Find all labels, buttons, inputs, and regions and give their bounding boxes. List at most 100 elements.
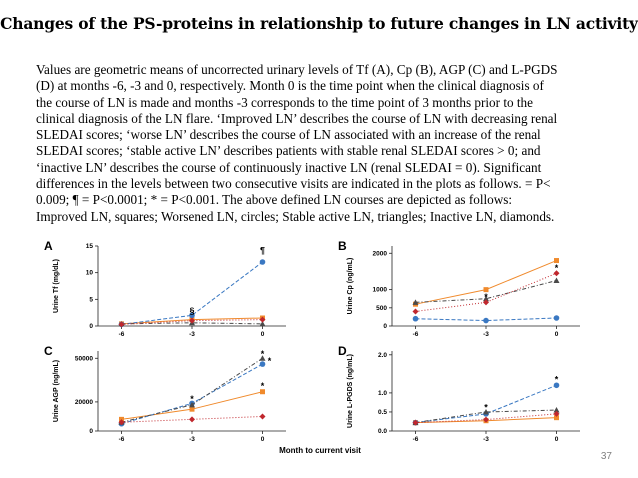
data-point-circle: [259, 361, 266, 367]
y-axis-label: Urine Cp (ng/mL): [347, 258, 354, 315]
y-tick-label: 0.0: [378, 428, 387, 435]
x-tick-label: 0: [261, 436, 265, 443]
data-point-triangle: [553, 277, 560, 284]
caption-line: SLEDAI scores; ‘worse LN’ describes the …: [36, 127, 541, 143]
significance-marker: §: [189, 306, 194, 316]
panel-letter: C: [44, 344, 53, 358]
caption-line: clinical diagnosis of the LN flare. ‘Imp…: [36, 110, 558, 126]
panel-letter: D: [338, 344, 347, 358]
series-line-inactive: [121, 415, 263, 423]
data-point-square: [260, 389, 265, 395]
y-tick-label: 500: [376, 305, 387, 312]
x-tick-label: 0: [555, 436, 559, 443]
y-tick-label: 5: [89, 296, 93, 303]
data-point-triangle: [259, 355, 266, 361]
caption-line: differences in the levels between two co…: [36, 176, 551, 192]
data-point-square: [483, 287, 489, 293]
y-tick-label: 0: [383, 323, 387, 330]
y-tick-label: 20000: [75, 399, 93, 406]
series-line-stable: [415, 409, 557, 424]
data-point-diamond: [553, 270, 560, 277]
x-tick-label: -6: [119, 436, 125, 443]
data-point-circle: [412, 315, 419, 322]
significance-marker: *: [484, 292, 488, 302]
data-point-diamond: [553, 410, 560, 417]
series-line-stable: [415, 280, 557, 303]
y-tick-label: 1000: [373, 287, 388, 294]
x-tick-label: 0: [261, 331, 265, 338]
data-point-circle: [189, 312, 195, 319]
data-point-triangle: [259, 320, 266, 327]
series-line-worsened: [415, 384, 557, 424]
page-number: 37: [600, 451, 612, 462]
significance-marker: *: [555, 375, 559, 385]
y-tick-label: 15: [86, 243, 94, 250]
series-line-worsened: [415, 317, 557, 322]
data-point-diamond: [189, 416, 195, 423]
y-axis-label: Urine AGP (ng/mL): [53, 360, 60, 422]
data-point-triangle: [189, 401, 195, 408]
x-tick-label: -3: [483, 331, 489, 338]
series-line-stable: [121, 357, 263, 423]
data-point-triangle: [412, 299, 419, 305]
significance-marker: *: [268, 356, 272, 366]
x-tick-label: 0: [555, 331, 559, 338]
data-point-circle: [259, 259, 266, 265]
data-point-diamond: [412, 419, 419, 426]
y-tick-label: 1.0: [378, 390, 387, 397]
data-point-square: [554, 258, 559, 264]
caption-line: Values are geometric means of uncorrecte…: [36, 62, 558, 77]
y-tick-label: 0: [89, 428, 93, 435]
x-tick-label: -3: [189, 436, 195, 443]
significance-marker: *: [261, 349, 265, 359]
caption-line: 0.009; ¶ = P<0.0001; * = P<0.001. The ab…: [36, 192, 513, 208]
significance-marker: *: [555, 263, 559, 273]
caption-line: (D) at months -6, -3 and 0, respectively…: [36, 78, 544, 94]
data-point-diamond: [118, 321, 125, 328]
data-point-circle: [553, 382, 560, 389]
slide-title: Changes of the PS-proteins in relationsh…: [0, 14, 638, 33]
y-tick-label: 0: [89, 323, 93, 330]
y-tick-label: 10: [86, 270, 94, 277]
data-point-diamond: [259, 413, 266, 420]
caption-line: the course of LN is made and months -3 c…: [36, 94, 534, 110]
y-axis-label: Urine Tf (mg/dL): [53, 259, 60, 313]
series-line-stable: [121, 322, 263, 325]
x-tick-label: -6: [119, 331, 125, 338]
panel-letter: B: [338, 239, 347, 253]
x-tick-label: -6: [413, 331, 419, 338]
significance-marker: *: [190, 394, 194, 404]
data-point-triangle: [553, 407, 560, 413]
series-line-inactive: [121, 319, 263, 325]
caption-line: SLEDAI scores; ‘stable active LN’ descri…: [36, 143, 541, 159]
data-point-triangle: [483, 295, 489, 302]
y-tick-label: 2.0: [378, 352, 387, 359]
x-tick-label: -3: [189, 331, 195, 338]
series-line-inactive: [415, 413, 557, 424]
y-tick-label: 50000: [75, 355, 93, 362]
figure-caption: Values are geometric means of uncorrecte…: [36, 62, 610, 225]
data-point-diamond: [412, 308, 419, 315]
x-tick-label: -6: [413, 436, 419, 443]
data-point-diamond: [259, 316, 266, 323]
data-point-circle: [553, 315, 560, 321]
caption-line: Improved LN, squares; Worsened LN, circl…: [36, 208, 555, 224]
data-point-diamond: [118, 419, 125, 426]
data-point-diamond: [483, 416, 489, 423]
panel-letter: A: [44, 239, 53, 253]
y-tick-label: 0.5: [378, 409, 387, 416]
data-point-triangle: [483, 408, 489, 415]
data-point-square: [554, 415, 559, 421]
caption-line: ‘inactive LN’ describes the course of co…: [36, 159, 542, 175]
x-axis-title: Month to current visit: [279, 446, 361, 455]
y-axis-label: Urine L-PGDS (ng/mL): [347, 354, 354, 428]
significance-marker: *: [484, 402, 488, 412]
data-point-diamond: [483, 299, 489, 306]
data-point-square: [189, 406, 195, 412]
data-point-circle: [483, 317, 489, 324]
significance-marker: ¶: [260, 245, 265, 255]
